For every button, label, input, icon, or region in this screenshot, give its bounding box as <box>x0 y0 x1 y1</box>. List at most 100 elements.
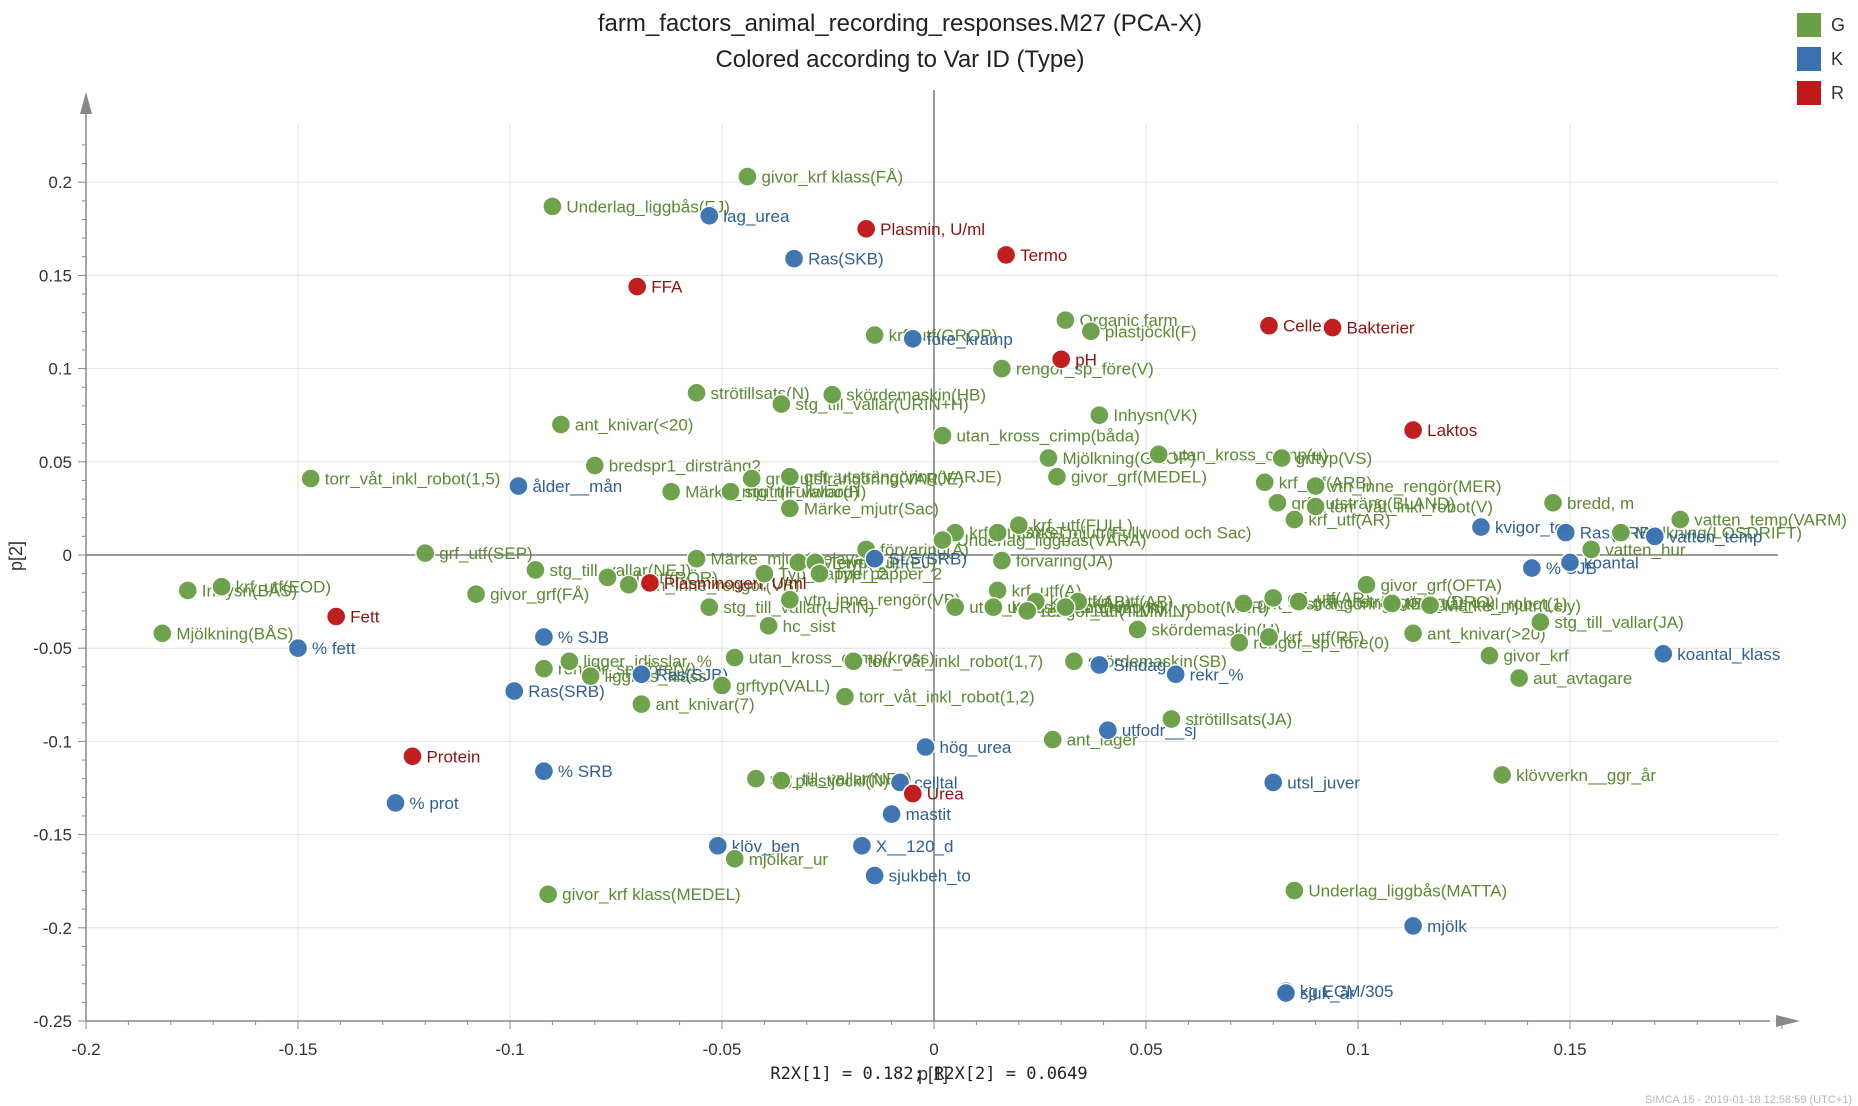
point-g <box>1530 611 1551 633</box>
point-k <box>1402 915 1424 937</box>
legend-item-k[interactable]: K <box>1797 42 1845 76</box>
point-label: Mjölkning(GROP) <box>1062 449 1195 468</box>
point-k <box>1165 664 1186 685</box>
point-label: X__120_d <box>876 837 954 856</box>
point-g <box>1267 492 1288 514</box>
point-label: Plasminogen, U/ml <box>664 574 807 593</box>
point-label: vatten_hur <box>1605 540 1686 559</box>
point-label: Ras(SKB) <box>808 250 884 269</box>
point-label: Plasmin, U/ml <box>880 220 985 239</box>
point-label: celltal <box>914 773 957 792</box>
y-tick-label: -0.2 <box>43 919 72 938</box>
point-label: givor_grf(FÅ) <box>490 585 589 604</box>
point-label: skördemaskin(SB) <box>1088 652 1227 671</box>
point-k <box>533 626 555 648</box>
point-g <box>660 481 682 502</box>
point-g <box>1284 880 1305 901</box>
point-g <box>932 529 953 551</box>
tick-labels: -0.2 -0.15 -0.1 -0.05 0 0.05 0.1 0.15 -0.25 -0.2 -… <box>33 173 1586 1059</box>
point-k <box>902 328 923 349</box>
point-g <box>987 522 1008 543</box>
point-label: givor_krf klass(MEDEL) <box>562 885 741 904</box>
point-label: Urea <box>927 785 964 804</box>
point-label: plastjöckl(F) <box>1105 322 1197 341</box>
legend-item-r[interactable]: R <box>1797 76 1845 110</box>
x-axis-label: p[1] <box>918 1064 948 1084</box>
point-label: ant_knivar(>20) <box>1427 624 1546 643</box>
point-label: Sindag <box>1113 656 1166 675</box>
point-k <box>1089 654 1110 676</box>
point-g <box>559 651 580 672</box>
point-label: krf_utf(AR) <box>1308 511 1390 530</box>
point-g <box>754 563 775 584</box>
point-g <box>465 583 487 605</box>
point-label: utan_kross_crimp(båda) <box>956 427 1139 446</box>
point-label: Laktos <box>1427 421 1477 440</box>
point-g <box>1127 619 1148 640</box>
y-tick-label: 0 <box>63 546 72 565</box>
point-g <box>843 651 864 672</box>
point-g <box>1055 596 1076 618</box>
legend-item-g[interactable]: G <box>1797 8 1845 42</box>
point-g <box>1305 475 1326 497</box>
point-g <box>809 563 830 584</box>
point-label: lag_urea <box>723 207 790 226</box>
point-label: aut_avtagare <box>1533 669 1632 688</box>
point-label: grft_utsträng(BLAND) <box>1291 494 1454 513</box>
point-g <box>711 675 733 696</box>
point-g <box>1542 492 1564 514</box>
point-g <box>720 481 741 502</box>
point-g <box>177 580 198 601</box>
point-label: % fett <box>312 639 356 658</box>
point-k <box>915 736 936 758</box>
point-label: Underlag_liggbås(MATTA) <box>1308 882 1507 901</box>
point-g <box>1038 447 1059 469</box>
point-g <box>1508 667 1530 689</box>
point-label: Protein <box>426 747 480 766</box>
y-tick-label: -0.1 <box>43 732 72 751</box>
point-g <box>1161 708 1182 730</box>
point-label: koantal_klass <box>1677 645 1780 664</box>
point-g <box>864 324 885 346</box>
point-label: Termo <box>1020 246 1067 265</box>
point-g <box>1491 764 1513 786</box>
point-r <box>325 606 347 627</box>
point-label: hög_urea <box>940 738 1012 757</box>
point-g <box>1670 509 1691 530</box>
point-g <box>1610 522 1632 543</box>
point-k <box>889 772 911 793</box>
point-g <box>834 686 856 707</box>
point-g <box>631 693 652 715</box>
y-axis-label: p[2] <box>6 541 26 571</box>
legend-label-k: K <box>1831 48 1844 69</box>
point-k <box>1097 720 1119 741</box>
point-g <box>771 770 792 791</box>
point-g <box>1063 651 1085 672</box>
point-label: torr_våt_inkl_robot(1) <box>1406 594 1568 613</box>
point-label: torr_våt_inkl_robot(1,2) <box>859 688 1035 707</box>
legend-swatch-k <box>1797 47 1821 71</box>
point-k <box>631 664 652 685</box>
point-label: sjuk_år <box>1300 984 1355 1003</box>
point-k <box>287 638 309 659</box>
footer: R2X[1] = 0.182; R2X[2] = 0.0649 <box>0 1064 1858 1084</box>
point-label: hc_sist <box>783 617 836 636</box>
point-label: Märke_mjutr(Sac) <box>804 499 939 518</box>
point-g <box>1254 472 1275 493</box>
point-g <box>983 596 1004 618</box>
point-label: torr_våt_inkl_robot(1,5) <box>325 470 501 489</box>
point-label: grftyp(VS) <box>1296 449 1373 468</box>
point-label: torr_våt_inkl_robot(V) <box>1330 498 1493 517</box>
point-label: rekr_% <box>1190 665 1244 684</box>
point-k <box>1644 526 1666 547</box>
x-tick-label: -0.05 <box>703 1040 742 1059</box>
point-label: rengör_sp_före(0) <box>1253 634 1389 653</box>
point-g <box>1258 626 1280 648</box>
point-g <box>1080 321 1102 342</box>
y-tick-label: -0.25 <box>33 1012 72 1031</box>
point-label: ligger_idisslar_% <box>583 652 712 671</box>
y-tick-label: 0.05 <box>39 453 72 472</box>
point-g <box>699 596 720 618</box>
point-g <box>822 384 843 405</box>
